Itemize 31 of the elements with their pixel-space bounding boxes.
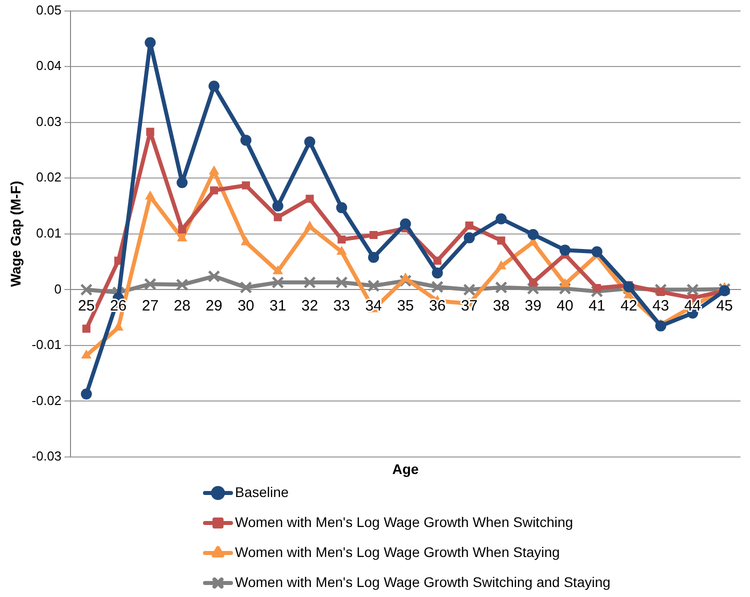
x-tick-label: 39 [524,297,542,314]
x-tick-label: 41 [588,297,606,314]
legend-label: Women with Men's Log Wage Growth When Staying [235,544,560,560]
x-tick-label: 25 [78,297,95,314]
x-tick-label: 33 [333,297,350,314]
y-tick-label: 0.02 [36,170,62,185]
y-tick-label: 0 [54,281,62,296]
x-tick-label: 28 [174,297,190,314]
y-tick-label: 0.03 [36,114,62,129]
y-tick-label: -0.02 [32,392,62,408]
y-tick-label: 0.04 [36,58,62,74]
x-tick-label: 27 [142,297,159,314]
x-tick-label: 32 [301,297,318,314]
x-tick-label: 42 [620,297,638,314]
y-tick-label: -0.03 [32,448,62,464]
legend-label: Women with Men's Log Wage Growth Switching and Staying [235,574,610,590]
x-tick-label: 30 [238,297,254,314]
x-tick-label: 40 [556,297,574,314]
x-tick-label: 29 [206,297,222,314]
x-tick-label: 43 [652,297,670,314]
x-tick-label: 38 [492,297,510,314]
y-axis-title: Wage Gap (M-F) [7,180,24,287]
x-tick-label: 35 [397,297,414,314]
y-tick-label: -0.01 [32,337,62,352]
y-tick-label: 0.05 [36,2,62,18]
y-tick-label: 0.01 [36,225,62,240]
legend-label: Women with Men's Log Wage Growth When Switching [235,514,574,530]
x-axis-title: Age [392,460,419,477]
legend-label: Baseline [235,484,289,500]
x-tick-label: 45 [716,297,733,314]
x-tick-label: 31 [269,297,286,314]
